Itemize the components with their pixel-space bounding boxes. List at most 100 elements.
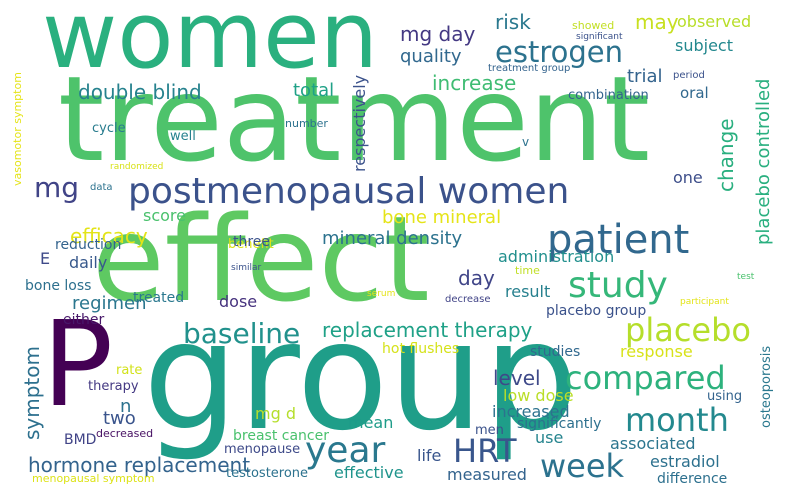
cloud-word: administration: [498, 247, 615, 266]
cloud-word: quality: [400, 46, 462, 67]
cloud-word: effective: [334, 463, 404, 482]
cloud-word: placebo group: [546, 303, 647, 319]
cloud-word: cycle: [92, 121, 126, 136]
cloud-word: dose: [219, 292, 258, 311]
cloud-word: subject: [675, 36, 733, 55]
cloud-word: studies: [530, 344, 581, 360]
cloud-word: period: [673, 70, 705, 81]
cloud-word: hormone replacement: [28, 453, 251, 477]
cloud-word: significantly: [517, 416, 602, 432]
cloud-word: breast cancer: [233, 428, 329, 444]
cloud-word: risk: [495, 10, 531, 34]
cloud-word: year: [305, 430, 386, 471]
cloud-word: number: [285, 117, 328, 130]
cloud-word: well: [170, 129, 196, 144]
cloud-word: week: [540, 447, 625, 485]
cloud-word: double blind: [78, 80, 202, 104]
cloud-word: replacement therapy: [322, 318, 533, 342]
cloud-word: vasomotor symptom: [11, 72, 24, 186]
cloud-word: P: [42, 295, 114, 433]
cloud-word: using: [707, 389, 743, 404]
cloud-word: menopausal symptom: [32, 472, 155, 485]
cloud-word: women: [42, 0, 379, 89]
cloud-word: may: [635, 10, 679, 34]
cloud-word: oral: [680, 84, 709, 102]
cloud-word: treatment group: [488, 63, 571, 74]
cloud-word: placebo: [625, 311, 751, 349]
cloud-word: measured: [447, 465, 527, 484]
cloud-word: BMD: [64, 432, 97, 448]
cloud-word: increase: [432, 71, 517, 95]
cloud-word: bone loss: [25, 278, 92, 294]
cloud-word: month: [625, 401, 729, 439]
cloud-word: respectively: [350, 74, 369, 172]
cloud-word: daily: [69, 253, 108, 272]
cloud-word: study: [568, 265, 668, 306]
cloud-word: response: [620, 342, 693, 361]
cloud-word: rate: [116, 363, 143, 378]
cloud-word: three: [233, 234, 271, 250]
cloud-word: associated: [610, 434, 696, 453]
cloud-word: therapy: [88, 379, 139, 394]
cloud-word: treated: [133, 290, 185, 306]
cloud-word: participant: [680, 297, 729, 307]
cloud-word: result: [505, 282, 551, 301]
cloud-word: one: [673, 168, 703, 187]
cloud-word: compared: [565, 359, 726, 397]
cloud-word: level: [493, 366, 541, 390]
cloud-word: time: [515, 264, 540, 277]
cloud-word: increased: [492, 402, 570, 421]
cloud-word: HRT: [453, 432, 517, 470]
cloud-word: score: [143, 206, 186, 225]
cloud-word: effect: [92, 190, 430, 328]
cloud-word: decreased: [96, 427, 154, 440]
cloud-word: testosterone: [226, 466, 309, 481]
cloud-word: estrogen: [495, 35, 623, 69]
cloud-word: v: [522, 135, 530, 149]
cloud-word: trial: [627, 66, 663, 87]
cloud-word: data: [90, 182, 113, 193]
cloud-word: men: [475, 423, 504, 438]
cloud-word: difference: [657, 471, 728, 487]
cloud-word: mg day: [400, 22, 476, 46]
cloud-word: showed: [572, 19, 615, 32]
cloud-word: symptom: [20, 346, 44, 440]
cloud-word: reduction: [55, 237, 122, 253]
cloud-word: serum: [367, 289, 396, 299]
cloud-word: use: [535, 428, 564, 447]
cloud-word: observed: [677, 12, 752, 31]
cloud-word: treatment: [58, 50, 650, 188]
cloud-word: mean: [348, 413, 394, 432]
cloud-word: significant: [576, 32, 623, 42]
cloud-word: osteoporosis: [759, 345, 774, 428]
cloud-word: E: [40, 249, 51, 268]
cloud-word: menopause: [224, 442, 301, 457]
cloud-word: change: [714, 118, 738, 192]
cloud-word: day: [458, 266, 495, 290]
cloud-word: mg d: [255, 404, 296, 423]
cloud-word: placebo controlled: [753, 78, 774, 245]
cloud-word: test: [737, 272, 755, 282]
cloud-word: postmenopausal women: [128, 171, 570, 212]
cloud-word: regimen: [72, 293, 147, 314]
cloud-word: decrease: [445, 294, 491, 305]
cloud-word: mg: [34, 171, 80, 204]
cloud-word: group: [143, 290, 579, 464]
cloud-word: combination: [568, 88, 649, 103]
cloud-word: mineral density: [322, 228, 463, 249]
cloud-word: total: [293, 80, 335, 101]
cloud-word: benefit: [228, 237, 274, 252]
cloud-word: efficacy: [70, 224, 148, 248]
cloud-word: baseline: [183, 317, 301, 350]
cloud-word: estradiol: [650, 452, 720, 471]
cloud-word: life: [417, 446, 442, 465]
cloud-word: bone mineral: [382, 207, 502, 228]
cloud-word: randomized: [110, 162, 164, 172]
cloud-word: either: [63, 312, 105, 328]
cloud-word: n: [120, 396, 132, 417]
cloud-word: similar: [231, 263, 262, 273]
cloud-word: hot flushes: [382, 341, 460, 357]
cloud-word: patient: [547, 217, 690, 263]
cloud-word: low dose: [503, 386, 574, 405]
